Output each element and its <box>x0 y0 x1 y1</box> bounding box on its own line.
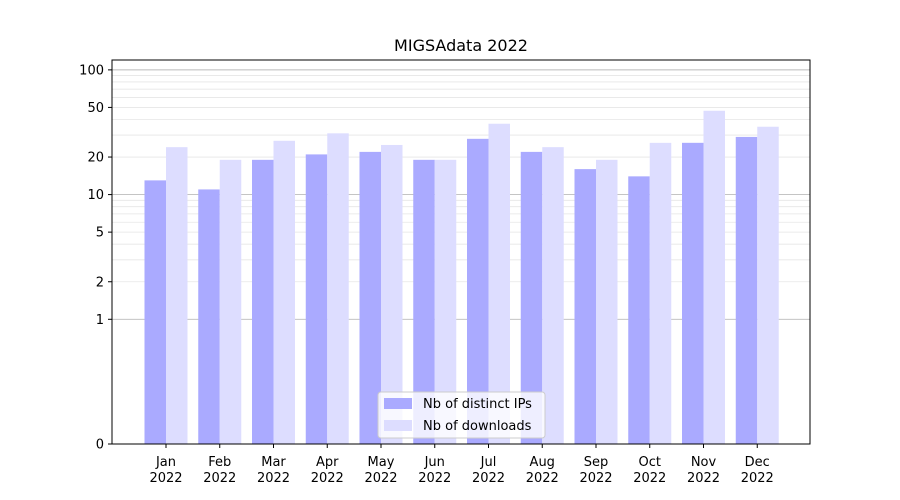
bar-downloads <box>327 133 349 444</box>
x-tick-label: Oct 2022 <box>633 455 666 486</box>
x-tick-label: May 2022 <box>364 455 397 486</box>
bar-distinct-ips <box>682 142 704 445</box>
y-tick-label: 5 <box>96 226 104 241</box>
y-tick-label: 2 <box>96 275 104 290</box>
x-tick-label: Mar 2022 <box>257 455 290 486</box>
bar-downloads <box>381 144 403 445</box>
x-tick-label: Jun 2022 <box>418 455 451 486</box>
bar-downloads <box>596 159 618 444</box>
legend-label-distinct-ips: Nb of distinct IPs <box>423 397 532 412</box>
bar-downloads <box>273 140 295 444</box>
bar-downloads <box>166 147 188 444</box>
x-axis: Jan 2022 Feb 2022 Mar 2022 Apr 2022 May 2022 Jun 20… <box>149 444 774 486</box>
y-tick-label: 1 <box>96 313 104 328</box>
legend-label-downloads: Nb of downloads <box>423 419 532 434</box>
x-tick-label: Apr 2022 <box>311 455 344 486</box>
y-tick-label: 20 <box>87 151 104 166</box>
legend-box <box>377 391 546 439</box>
bar-distinct-ips <box>467 138 489 444</box>
bar-downloads <box>757 126 779 444</box>
x-tick-label: Aug 2022 <box>526 455 559 486</box>
bars <box>144 110 779 445</box>
bar-distinct-ips <box>735 136 758 445</box>
bar-downloads <box>434 159 457 444</box>
bar-downloads <box>488 123 510 444</box>
x-tick-label: Feb 2022 <box>203 455 236 486</box>
x-tick-label: Nov 2022 <box>687 455 720 486</box>
bar-distinct-ips <box>198 189 220 444</box>
x-tick-label: Dec 2022 <box>741 455 774 486</box>
bar-distinct-ips <box>252 159 274 444</box>
bar-downloads <box>649 142 672 445</box>
legend-swatch-downloads <box>384 420 412 431</box>
y-tick-label: 0 <box>96 438 104 453</box>
x-tick-label: Sep 2022 <box>579 455 612 486</box>
chart-title: MIGSAdata 2022 <box>394 36 528 55</box>
y-tick-label: 50 <box>87 101 104 116</box>
bar-distinct-ips <box>574 169 596 444</box>
x-tick-label: Jan 2022 <box>149 455 182 486</box>
plot-frame <box>111 59 811 445</box>
legend: Nb of distinct IPs Nb of downloads <box>377 391 546 439</box>
legend-swatch-distinct-ips <box>384 398 412 409</box>
y-tick-label: 10 <box>87 188 104 203</box>
bar-distinct-ips <box>305 154 328 444</box>
x-tick-label: Jul 2022 <box>472 455 505 486</box>
bar-distinct-ips <box>520 151 543 444</box>
y-axis: 0 1 2 5 10 20 50 100 <box>79 63 112 453</box>
y-tick-label: 100 <box>79 63 104 78</box>
bar-downloads <box>703 110 725 444</box>
bar-distinct-ips <box>413 159 435 444</box>
bar-distinct-ips <box>359 151 381 444</box>
bar-downloads <box>219 159 242 444</box>
bar-downloads <box>542 147 564 444</box>
bar-distinct-ips <box>144 180 166 444</box>
bar-distinct-ips <box>628 176 650 444</box>
